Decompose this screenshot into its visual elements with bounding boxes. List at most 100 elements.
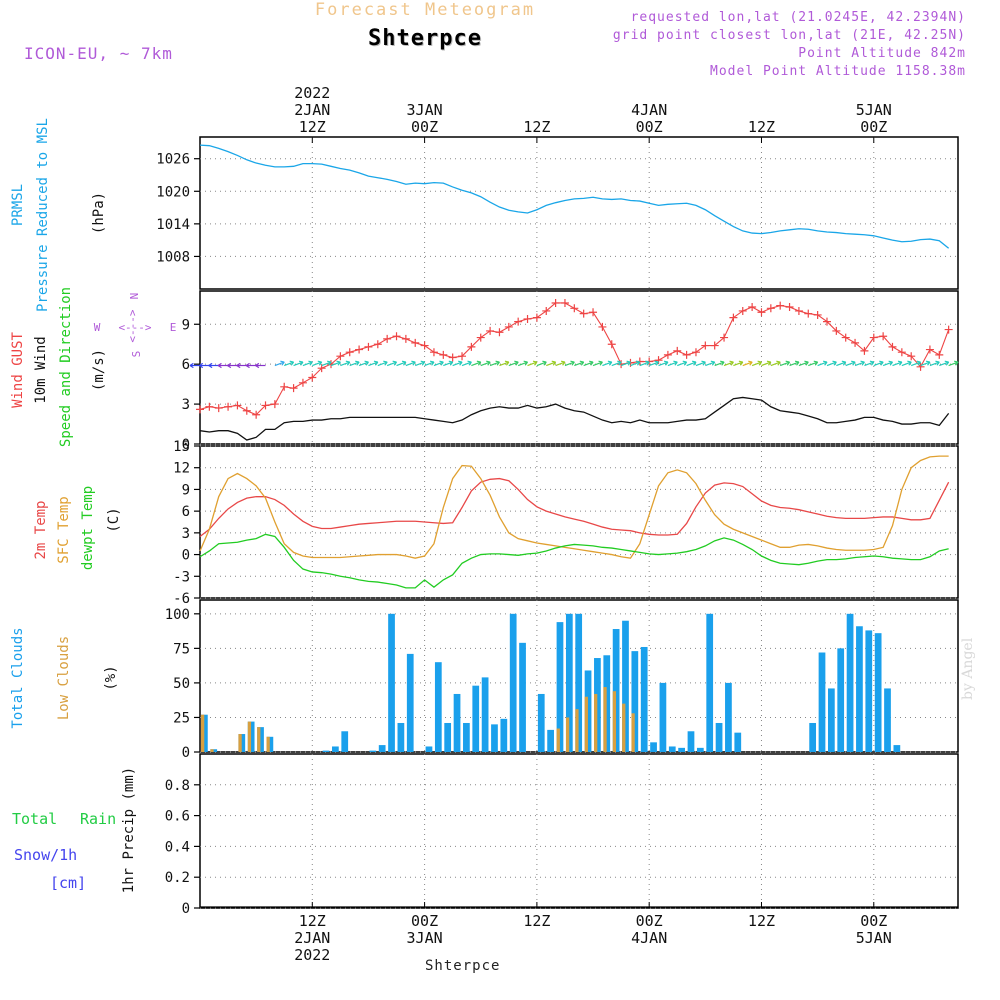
gust-marker [720,333,729,342]
total-cloud-bar [444,722,452,752]
wind-arrow [658,361,669,367]
low-cloud-bar [257,727,261,752]
total-cloud-bar [659,682,667,752]
gust-marker [673,346,682,355]
gust-marker [523,314,532,323]
wind-arrow-head [523,360,529,366]
wind-arrow-head [514,360,519,366]
x-tick-label-top: 12Z [299,118,326,136]
x-tick-label-top: 12Z [748,118,775,136]
wind-arrow-head [429,360,435,366]
model-altitude: Model Point Altitude 1158.38m [710,64,966,79]
wind-arrow-head [589,360,594,366]
wind-arrow-head [804,360,809,366]
total-cloud-bar [668,746,676,752]
wind-arrow [817,361,828,367]
temp-2m-line [199,477,950,537]
wind-arrow-head [373,360,379,366]
wind-arrow [667,361,678,367]
y-tick-label: 1026 [156,152,190,168]
wind-arrow-head [542,360,547,366]
total-clouds-label: Total Clouds [10,627,26,728]
total-cloud-bar [594,658,601,752]
y-tick-label: 0 [182,745,190,761]
wind-arrow-head [298,360,304,366]
wind-arrow-head [308,360,313,366]
wind-arrow-head [663,360,669,366]
wind-arrow-head [345,360,351,366]
y-tick-label: 1020 [156,184,190,200]
model-label: ICON-EU, ~ 7km [24,44,173,63]
low-cloud-bar [210,749,214,752]
x-tick-label-top: 2022 [294,84,330,102]
total-cloud-bar [846,613,854,752]
x-tick-label-top: 2JAN [294,101,330,119]
wind-arrow-head [701,360,706,366]
precip-unit: 1hr Precip (mm) [121,767,137,893]
y-tick-label: 0.8 [165,778,190,794]
gust-marker [738,306,747,315]
x-tick-label-top: 3JAN [407,101,443,119]
low-cloud-bar [238,734,242,752]
wind-arrow-head [364,360,369,366]
wind-arrow [555,361,566,367]
gust-marker [448,353,457,362]
y-tick-label: 6 [182,504,190,520]
gust-marker [804,309,813,318]
wind-arrow [517,361,528,367]
y-tick-label: 1008 [156,249,190,265]
wind-arrow-head [392,360,398,366]
gust-marker [205,402,214,411]
total-cloud-bar [481,677,489,752]
wind-arrow-head [189,362,194,369]
wind-arrow [948,361,959,367]
wind-arrow-head [953,360,959,366]
total-cloud-bar [575,613,583,752]
total-cloud-bar [678,747,685,752]
y-tick-label: 9 [182,317,190,333]
temp-sfc-label: SFC Temp [56,496,72,563]
gust-marker [907,352,916,361]
wind-arrow-head [236,362,241,369]
wind-arrow-head [199,362,204,369]
credit-watermark: by Angel [960,637,976,700]
total-cloud-bar [388,613,395,752]
total-cloud-bar [622,620,629,752]
total-cloud-bar [453,693,461,752]
wind-arrow [742,361,753,367]
chart-title: Forecast Meteogram [314,0,536,20]
total-cloud-bar [519,642,526,752]
wind-arrow-head [897,360,903,366]
total-cloud-bar [547,729,554,752]
point-altitude: Point Altitude 842m [798,46,966,61]
total-cloud-bar [322,750,330,752]
y-tick-label: 15 [173,439,190,455]
wind-arrow [611,361,622,367]
gust-line [199,302,950,416]
wind-arrow-head [448,360,454,366]
gust-marker [532,313,541,322]
wind-arrow [630,361,641,367]
wind-arrow-head [289,360,295,366]
x-tick-label-bottom: 00Z [636,912,663,930]
x-tick-label-bottom: 4JAN [631,929,667,947]
gust-marker [916,362,925,371]
precip-rain-label: Rain [80,810,116,828]
wind-arrow [639,361,650,367]
gust-marker [757,308,766,317]
wind-arrow-head [411,360,416,366]
pressure-label-2: Pressure Reduced to MSL [35,118,51,312]
location-title: Shterpce [368,26,482,51]
wind-arrow-head [654,360,660,366]
total-cloud-bar [247,721,255,752]
low-cloud-bar [247,721,252,752]
total-cloud-bar [509,613,517,752]
wind-arrow-head [570,360,575,366]
low-cloud-bar [603,687,607,752]
gust-marker [458,352,467,361]
wind-arrow [798,361,809,367]
total-cloud-bar [650,742,657,752]
total-cloud-bar [397,722,405,752]
y-tick-label: 25 [173,710,190,726]
x-tick-label-top: 00Z [860,118,887,136]
